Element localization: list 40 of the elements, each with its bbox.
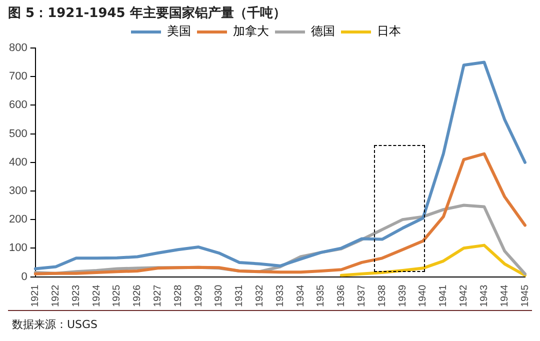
x-tick-label: 1922 [50,284,62,308]
x-tick-label: 1934 [295,284,306,308]
y-tick-label: 0 [21,270,28,283]
legend-label: 德国 [311,24,335,38]
x-tick-label: 1941 [438,284,450,308]
legend-label: 日本 [377,24,401,38]
x-tick-label: 1929 [193,284,204,308]
x-tick-label: 1944 [499,284,510,308]
x-tick-label: 1924 [91,284,102,308]
x-tick-label: 1935 [316,284,327,308]
y-tick-label: 800 [8,42,28,54]
x-tick-label: 1938 [376,284,388,308]
x-tick-label: 1921 [30,284,42,308]
x-tick-label: 1923 [70,284,82,308]
x-tick-label: 1936 [336,284,348,308]
source-note: 数据来源：USGS [12,317,98,332]
chart-title: 图 5：1921-1945 年主要国家铝产量（千吨） [8,4,286,22]
y-tick-label: 700 [8,70,28,83]
y-tick-label: 500 [8,128,28,140]
y-tick-label: 100 [8,242,28,254]
x-tick-label: 1932 [254,284,266,308]
y-tick-label: 400 [8,156,28,168]
x-tick-label: 1927 [152,284,164,308]
x-tick-label: 1937 [356,284,368,308]
legend-label: 美国 [167,24,191,38]
x-tick-label: 1943 [478,284,490,308]
x-tick-label: 1926 [132,284,144,308]
x-tick-label: 1930 [214,284,225,308]
y-tick-label: 600 [8,99,28,112]
x-tick-label: 1942 [458,284,470,308]
x-tick-label: 1945 [520,284,531,308]
x-tick-label: 1940 [418,284,429,308]
y-tick-label: 300 [8,185,28,197]
x-tick-label: 1933 [274,284,286,308]
y-tick-label: 200 [8,214,28,226]
x-tick-label: 1928 [172,284,184,308]
legend-label: 加拿大 [233,24,269,38]
x-tick-label: 1925 [112,284,123,308]
x-tick-label: 1931 [234,284,246,308]
x-tick-label: 1939 [397,284,408,308]
